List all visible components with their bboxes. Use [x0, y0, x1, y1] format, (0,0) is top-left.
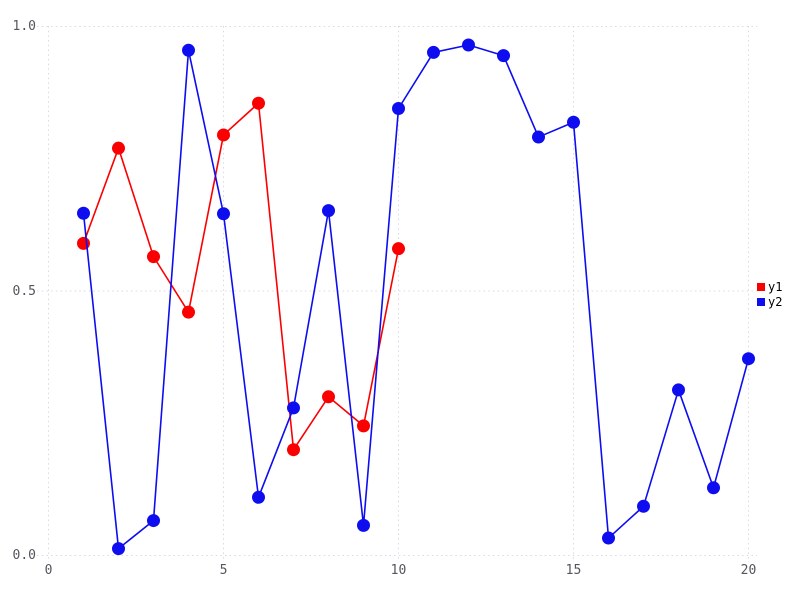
data-point-y2: [567, 115, 580, 129]
data-point-y1: [217, 128, 230, 142]
data-point-y1: [322, 390, 335, 404]
legend: y1 y2: [757, 279, 782, 309]
legend-label-y2: y2: [768, 294, 783, 309]
data-point-y2: [322, 204, 335, 218]
data-point-y2: [602, 531, 615, 545]
data-point-y2: [637, 499, 650, 513]
data-point-y2: [532, 130, 545, 144]
data-point-y2: [707, 481, 720, 495]
data-point-y1: [252, 96, 265, 110]
data-point-y2: [427, 45, 440, 59]
data-point-y2: [147, 514, 160, 528]
data-point-y1: [147, 250, 160, 264]
data-point-y2: [742, 352, 755, 366]
x-tick-label: 20: [740, 563, 757, 578]
data-point-y2: [497, 49, 510, 63]
x-tick-label: 0: [44, 563, 53, 578]
legend-swatch-y2: [757, 297, 765, 306]
x-tick-label: 10: [390, 563, 407, 578]
data-point-y2: [287, 401, 300, 415]
data-point-y1: [182, 305, 195, 319]
legend-label-y1: y1: [768, 279, 783, 294]
data-point-y1: [357, 419, 370, 433]
data-point-y1: [77, 236, 90, 250]
series-line-y1: [82, 102, 400, 451]
data-point-y1: [287, 443, 300, 457]
series-line-y2: [82, 44, 750, 550]
data-point-y1: [392, 242, 405, 256]
data-point-y2: [182, 43, 195, 57]
legend-item-y2: y2: [757, 294, 782, 309]
data-point-y2: [462, 38, 475, 52]
data-point-y1: [112, 141, 125, 155]
legend-swatch-y1: [757, 282, 765, 291]
y-tick-label: 0.5: [12, 283, 36, 299]
y-tick-label: 0.0: [12, 548, 36, 563]
data-point-y2: [112, 542, 125, 556]
legend-item-y1: y1: [757, 279, 782, 294]
y-tick-label: 1.0: [12, 19, 36, 34]
data-point-y2: [357, 518, 370, 532]
x-tick-label: 5: [219, 563, 228, 578]
data-point-y2: [392, 101, 405, 115]
data-point-y2: [217, 207, 230, 221]
data-point-y2: [252, 490, 265, 504]
data-point-y2: [77, 206, 90, 220]
x-tick-label: 15: [565, 563, 582, 578]
data-point-y2: [672, 383, 685, 397]
